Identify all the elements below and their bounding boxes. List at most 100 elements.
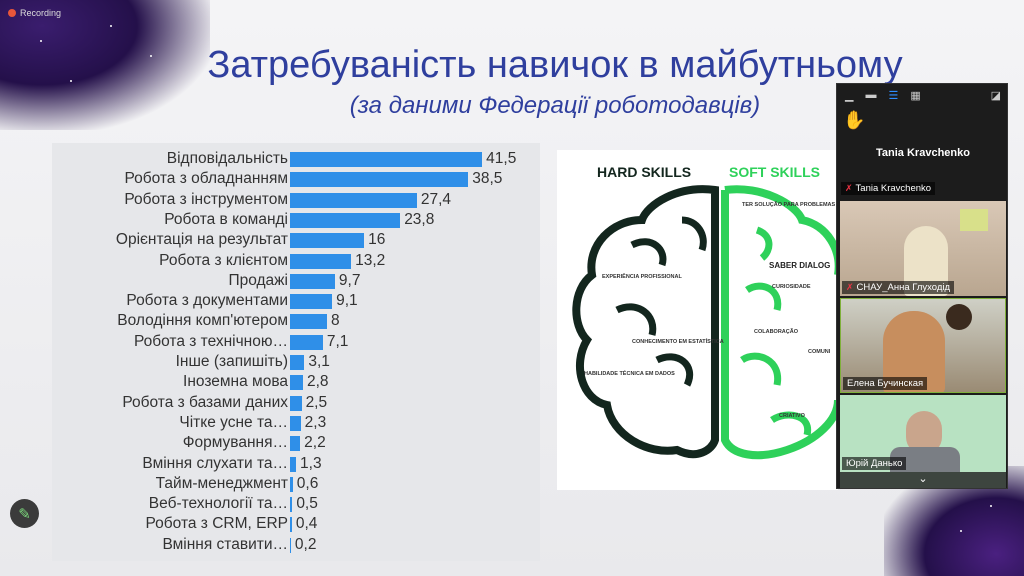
video-tile[interactable]: ✗ СНАУ_Анна Глуходід xyxy=(840,201,1006,296)
chart-row: Відповідальність 41,5 xyxy=(52,149,540,169)
soft-item: TER SOLUÇÃO PARA PROBLEMAS xyxy=(742,201,836,208)
value-label: 2,5 xyxy=(305,393,328,411)
bar xyxy=(290,456,297,472)
chart-row: Вміння слухати та… 1,3 xyxy=(52,454,540,474)
category-label: Робота з технічною… xyxy=(133,332,288,350)
pencil-icon: ✎ xyxy=(18,505,31,523)
value-label: 23,8 xyxy=(404,210,435,228)
category-label: Відповідальність xyxy=(166,150,288,167)
value-label: 27,4 xyxy=(420,190,452,208)
soft-item: COMUNI xyxy=(808,349,831,355)
category-label: Іноземна мова xyxy=(183,373,288,391)
bar xyxy=(290,375,303,391)
chart-row: Робота з базами даних 2,5 xyxy=(52,393,540,413)
participant-name-tag: ✗ СНАУ_Анна Глуходід xyxy=(842,281,955,294)
category-label: Тайм-менеджмент xyxy=(155,474,288,492)
hard-item: CONHECIMENTO EM ESTATÍSTICA xyxy=(632,337,724,345)
value-label: 2,2 xyxy=(304,434,326,452)
bar xyxy=(290,395,302,411)
video-tile[interactable]: Елена Бучинская xyxy=(840,298,1006,393)
value-label: 0,4 xyxy=(295,515,318,533)
value-label: 2,8 xyxy=(306,373,329,391)
bar xyxy=(290,355,305,370)
bar xyxy=(290,253,352,269)
chart-row: Робота з інструментом 27,4 xyxy=(52,190,540,210)
value-label: 13,2 xyxy=(355,251,386,269)
value-label: 9,1 xyxy=(336,292,358,310)
category-label: Інше (запишіть) xyxy=(175,353,288,370)
thumbnail-view-icon[interactable]: ▬ xyxy=(865,89,877,101)
value-label: 0,5 xyxy=(296,495,318,513)
soft-item: SABER DIALOG xyxy=(769,261,830,270)
chart-row: Вміння ставити… 0,2 xyxy=(52,535,540,555)
chart-row: Веб-технології та… 0,5 xyxy=(52,494,540,514)
chart-row: Інше (запишіть) 3,1 xyxy=(52,352,540,372)
chart-row: Робота з технічною… 7,1 xyxy=(52,332,540,352)
muted-mic-icon: ✗ xyxy=(845,183,853,193)
category-label: Веб-технології та… xyxy=(148,495,288,513)
bar xyxy=(290,537,291,553)
soft-skills-title: SOFT SKILLS xyxy=(729,164,820,180)
bar xyxy=(290,273,335,289)
category-label: Робота з базами даних xyxy=(122,393,288,411)
gallery-view-icon[interactable]: ▦ xyxy=(910,89,921,102)
category-label: Робота в команді xyxy=(164,210,288,228)
chart-row: Іноземна мова 2,8 xyxy=(52,372,540,392)
participant-name-tag: Елена Бучинская xyxy=(843,377,928,390)
bar xyxy=(290,334,323,350)
value-label: 8 xyxy=(331,312,340,330)
chart-row: Робота з документами 9,1 xyxy=(52,291,540,311)
category-label: Вміння ставити… xyxy=(162,535,288,553)
exit-fullscreen-icon[interactable]: ◪ xyxy=(990,89,1001,102)
category-label: Робота з інструментом xyxy=(124,190,288,208)
bar xyxy=(290,212,401,228)
chart-row: Володіння комп'ютером 8 xyxy=(52,311,540,331)
value-label: 0,6 xyxy=(296,474,319,492)
value-label: 2,3 xyxy=(304,413,327,431)
value-label: 7,1 xyxy=(326,332,349,350)
chart-row: Робота з CRM, ERP 0,4 xyxy=(52,514,540,534)
slide-subtitle: (за даними Федерації роботодавців) xyxy=(349,92,761,119)
bar xyxy=(290,294,333,310)
bar xyxy=(290,415,301,431)
hard-item: HABILIDADE TÉCNICA EM DADOS xyxy=(584,369,675,377)
video-tile[interactable]: Юрій Данько ⌄ xyxy=(840,395,1006,488)
chart-row: Формування… 2,2 xyxy=(52,433,540,453)
hard-skills-title: HARD SKILLS xyxy=(597,164,691,180)
speaker-view-icon[interactable]: ☰ xyxy=(888,89,899,102)
category-label: Робота з клієнтом xyxy=(159,251,288,269)
value-label: 1,3 xyxy=(300,454,322,472)
recording-label: Recording xyxy=(20,8,62,18)
bar xyxy=(290,517,292,533)
value-label: 9,7 xyxy=(338,271,361,289)
chart-row: Продажі 9,7 xyxy=(52,271,540,291)
zoom-participants-panel: ▁ ▬ ☰ ▦ ◪ ✋ Tania Kravchenko ✗ Tania Krav… xyxy=(836,83,1008,489)
chart-row: Робота з клієнтом 13,2 xyxy=(52,251,540,271)
soft-item: CURIOSIDADE xyxy=(772,284,811,290)
participant-name-tag: ✗ Tania Kravchenko xyxy=(841,182,936,195)
panel-toolbar: ▁ ▬ ☰ ▦ ◪ xyxy=(837,84,1007,106)
category-label: Продажі xyxy=(228,271,288,289)
bar xyxy=(290,436,301,452)
category-label: Робота з CRM, ERP xyxy=(145,515,288,533)
value-label: 41,5 xyxy=(486,150,517,167)
raised-hand-icon: ✋ xyxy=(843,110,866,130)
category-label: Вміння слухати та… xyxy=(142,454,288,472)
skills-bar-chart: Відповідальність 41,5 Робота з обладнанням… xyxy=(52,143,540,561)
annotate-pen-button[interactable]: ✎ xyxy=(10,499,39,528)
chart-row: Орієнтація на результат 16 xyxy=(52,230,540,250)
bar xyxy=(290,476,293,492)
minimize-icon[interactable]: ▁ xyxy=(845,89,854,102)
recording-indicator: Recording xyxy=(8,8,61,18)
value-label: 16 xyxy=(368,231,386,249)
value-label: 38,5 xyxy=(472,170,503,188)
record-icon xyxy=(8,9,16,17)
scroll-down-button[interactable]: ⌄ xyxy=(840,472,1006,488)
category-label: Орієнтація на результат xyxy=(115,231,288,249)
muted-mic-icon: ✗ xyxy=(846,282,854,292)
category-label: Чітке усне та… xyxy=(179,413,288,431)
slide-title: Затребуваність навичок в майбутньому xyxy=(207,44,903,86)
chart-row: Робота з обладнанням 38,5 xyxy=(52,169,540,189)
bar xyxy=(290,152,483,167)
